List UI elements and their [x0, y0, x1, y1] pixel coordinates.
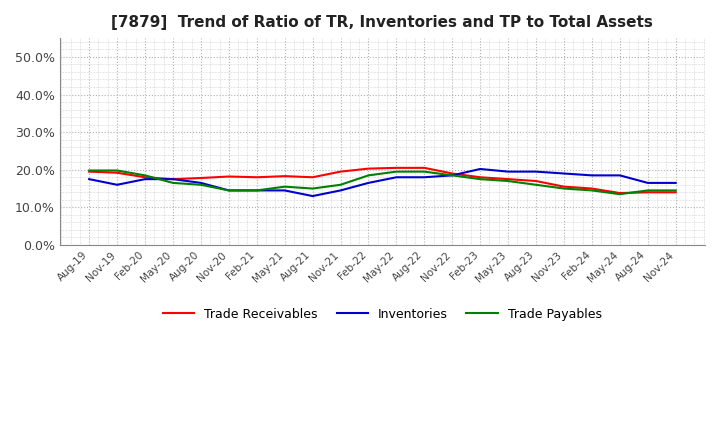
Trade Receivables [671, 190, 680, 195]
Inventories [644, 180, 652, 186]
Trade Payables [225, 188, 233, 193]
Trade Payables [671, 188, 680, 193]
Trade Payables [616, 191, 624, 197]
Line: Trade Payables: Trade Payables [89, 170, 675, 194]
Trade Payables [420, 169, 428, 174]
Trade Payables [85, 168, 94, 173]
Trade Payables [113, 168, 122, 173]
Trade Payables [140, 173, 149, 178]
Trade Payables [476, 176, 485, 182]
Trade Receivables [253, 175, 261, 180]
Trade Payables [531, 182, 540, 187]
Trade Payables [253, 188, 261, 193]
Trade Payables [504, 178, 513, 183]
Inventories [140, 176, 149, 182]
Inventories [671, 180, 680, 186]
Inventories [336, 188, 345, 193]
Trade Receivables [504, 176, 513, 182]
Trade Receivables [392, 165, 401, 170]
Inventories [308, 194, 317, 199]
Trade Payables [588, 188, 596, 193]
Title: [7879]  Trend of Ratio of TR, Inventories and TP to Total Assets: [7879] Trend of Ratio of TR, Inventories… [112, 15, 653, 30]
Trade Payables [392, 169, 401, 174]
Trade Receivables [588, 186, 596, 191]
Inventories [364, 180, 373, 186]
Legend: Trade Receivables, Inventories, Trade Payables: Trade Receivables, Inventories, Trade Pa… [158, 303, 607, 326]
Trade Receivables [113, 170, 122, 176]
Inventories [448, 173, 456, 178]
Trade Receivables [140, 175, 149, 180]
Trade Payables [197, 182, 205, 187]
Trade Receivables [308, 175, 317, 180]
Inventories [85, 176, 94, 182]
Inventories [197, 180, 205, 186]
Inventories [504, 169, 513, 174]
Trade Receivables [168, 176, 177, 182]
Inventories [616, 173, 624, 178]
Inventories [476, 166, 485, 172]
Trade Receivables [531, 178, 540, 183]
Trade Payables [364, 173, 373, 178]
Line: Trade Receivables: Trade Receivables [89, 168, 675, 193]
Trade Payables [448, 173, 456, 178]
Inventories [253, 188, 261, 193]
Trade Receivables [225, 174, 233, 179]
Inventories [168, 176, 177, 182]
Inventories [392, 175, 401, 180]
Trade Receivables [644, 190, 652, 195]
Trade Payables [308, 186, 317, 191]
Inventories [531, 169, 540, 174]
Trade Receivables [85, 169, 94, 174]
Inventories [113, 182, 122, 187]
Trade Receivables [364, 166, 373, 171]
Inventories [588, 173, 596, 178]
Trade Payables [644, 188, 652, 193]
Trade Receivables [476, 175, 485, 180]
Inventories [280, 188, 289, 193]
Trade Receivables [448, 171, 456, 176]
Inventories [420, 175, 428, 180]
Trade Receivables [280, 173, 289, 179]
Trade Payables [336, 182, 345, 187]
Trade Payables [280, 184, 289, 189]
Line: Inventories: Inventories [89, 169, 675, 196]
Trade Receivables [420, 165, 428, 170]
Trade Receivables [616, 191, 624, 196]
Inventories [559, 171, 568, 176]
Trade Receivables [336, 169, 345, 174]
Trade Receivables [197, 176, 205, 181]
Trade Receivables [559, 184, 568, 189]
Trade Payables [168, 180, 177, 186]
Trade Payables [559, 186, 568, 191]
Inventories [225, 188, 233, 193]
